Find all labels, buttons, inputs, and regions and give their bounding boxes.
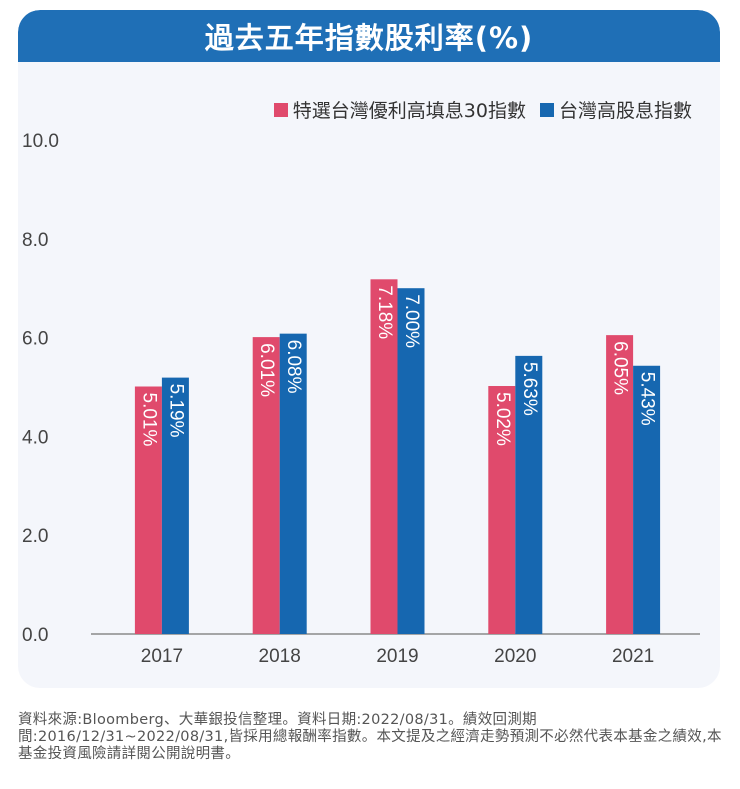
bar-value-label: 6.01% xyxy=(256,343,277,397)
legend-swatch-series-2 xyxy=(539,102,554,117)
bar-1-2017 xyxy=(134,386,162,634)
y-tick-label: 8.0 xyxy=(22,230,48,251)
bar-1-2018 xyxy=(252,337,280,634)
x-tick-label: 2017 xyxy=(141,646,183,667)
chart-legend: 特選台灣優利高填息30指數 台灣高股息指數 xyxy=(273,96,692,123)
bar-value-label: 7.00% xyxy=(401,294,422,348)
legend-label-series-2: 台灣高股息指數 xyxy=(558,100,692,122)
bar-1-2019 xyxy=(370,279,398,634)
x-tick-label: 2021 xyxy=(612,646,654,667)
legend-item-series-2: 台灣高股息指數 xyxy=(539,96,692,123)
y-tick-label: 4.0 xyxy=(22,427,48,448)
bar-2-2017 xyxy=(161,377,189,634)
x-tick-label: 2020 xyxy=(494,646,536,667)
bar-1-2021 xyxy=(606,335,634,634)
chart-card: 過去五年指數股利率(%) 特選台灣優利高填息30指數 台灣高股息指數 0.0 2.… xyxy=(18,10,720,688)
bar-value-label: 5.63% xyxy=(519,362,540,416)
bar-2-2021 xyxy=(633,365,661,634)
bar-value-label: 5.02% xyxy=(492,392,513,446)
bar-value-label: 5.01% xyxy=(138,393,159,447)
bar-value-label: 7.18% xyxy=(374,285,395,339)
y-tick-label: 6.0 xyxy=(22,329,48,350)
x-tick-label: 2018 xyxy=(259,646,301,667)
bar-2-2019 xyxy=(397,288,425,634)
bar-2-2020 xyxy=(515,355,543,634)
bar-2-2018 xyxy=(279,333,307,634)
bar-1-2020 xyxy=(488,386,516,634)
source-footnote: 資料來源:Bloomberg、大華銀投信整理。資料日期:2022/08/31。績… xyxy=(18,712,722,762)
y-tick-label: 10.0 xyxy=(22,131,59,152)
bar-chart: 0.0 2.0 4.0 6.0 8.0 10.0 5.01% 5.19% 2017 6.01% 6.… xyxy=(22,131,700,667)
chart-header: 過去五年指數股利率(%) xyxy=(18,10,720,62)
y-tick-label: 2.0 xyxy=(22,526,48,547)
bar-value-label: 5.19% xyxy=(165,384,186,438)
bar-value-label: 5.43% xyxy=(637,372,658,426)
legend-item-series-1: 特選台灣優利高填息30指數 xyxy=(273,96,526,123)
legend-label-series-1: 特選台灣優利高填息30指數 xyxy=(292,100,526,122)
chart-title: 過去五年指數股利率(%) xyxy=(204,21,534,55)
bar-value-label: 6.05% xyxy=(610,341,631,395)
legend-swatch-series-1 xyxy=(273,102,288,117)
x-tick-label: 2019 xyxy=(376,646,418,667)
y-tick-label: 0.0 xyxy=(22,625,48,646)
bar-value-label: 6.08% xyxy=(283,340,304,394)
